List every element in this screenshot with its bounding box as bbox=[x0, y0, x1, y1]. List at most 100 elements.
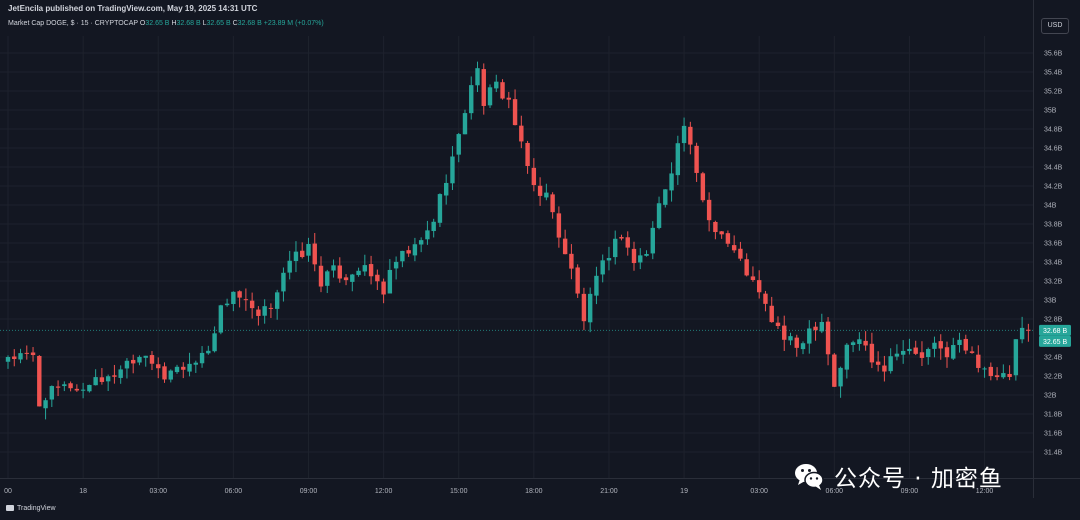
candle-body bbox=[450, 156, 455, 184]
candle-body bbox=[581, 293, 587, 322]
candle-body bbox=[544, 192, 549, 198]
candle-body bbox=[30, 352, 36, 356]
candle-body bbox=[112, 375, 117, 377]
candle-body bbox=[731, 245, 737, 251]
currency-selector[interactable]: USD bbox=[1041, 18, 1069, 34]
candle-body bbox=[525, 142, 530, 166]
candle-body bbox=[531, 167, 537, 186]
time-axis-label: 06:00 bbox=[225, 488, 243, 495]
candle-body bbox=[37, 355, 42, 407]
candle-body bbox=[368, 264, 374, 277]
candle-body bbox=[888, 356, 893, 372]
price-axis-label: 31.6B bbox=[1044, 431, 1063, 438]
candle-body bbox=[1019, 327, 1025, 340]
low-value: 32.65 B bbox=[206, 20, 231, 27]
candle-body bbox=[193, 362, 198, 365]
tradingview-icon bbox=[6, 505, 14, 512]
time-axis-label: 03:00 bbox=[149, 488, 167, 495]
price-axis-label: 32.8B bbox=[1044, 317, 1063, 324]
candle-body bbox=[625, 237, 630, 248]
candle-body bbox=[5, 357, 11, 362]
candle-body bbox=[469, 85, 474, 114]
candle-body bbox=[174, 366, 180, 373]
candle-body bbox=[462, 113, 468, 135]
candle-body bbox=[700, 173, 706, 201]
candle-body bbox=[631, 248, 637, 264]
candle-body bbox=[644, 254, 649, 256]
candle-body bbox=[12, 356, 17, 360]
candle-body bbox=[406, 250, 411, 254]
candle-body bbox=[300, 250, 305, 258]
last-price-tag: 32.68 B bbox=[1043, 328, 1067, 335]
candle-body bbox=[337, 265, 342, 279]
candle-body bbox=[1013, 339, 1019, 376]
price-axis-label: 31.8B bbox=[1044, 412, 1063, 419]
candle-body bbox=[969, 351, 975, 353]
candle-body bbox=[181, 366, 186, 370]
candle-body bbox=[613, 238, 618, 258]
price-axis-label: 34.8B bbox=[1044, 127, 1063, 134]
candle-body bbox=[206, 350, 211, 354]
candle-body bbox=[638, 255, 643, 263]
candle-body bbox=[49, 386, 55, 400]
candle-body bbox=[850, 342, 856, 346]
candle-body bbox=[669, 173, 674, 191]
candle-body bbox=[681, 125, 687, 144]
candle-body bbox=[249, 300, 255, 309]
candle-body bbox=[362, 265, 368, 272]
time-axis-label: 03:00 bbox=[750, 488, 768, 495]
candle-body bbox=[80, 389, 86, 391]
high-value: 32.68 B bbox=[176, 20, 201, 27]
price-axis-label: 32.2B bbox=[1044, 374, 1063, 381]
candle-body bbox=[932, 342, 937, 349]
candle-body bbox=[594, 275, 599, 296]
time-axis-label: 06:00 bbox=[826, 488, 844, 495]
candle-body bbox=[938, 341, 943, 349]
low-label: L bbox=[202, 20, 207, 27]
candle-body bbox=[675, 143, 681, 176]
time-axis-label: 12:00 bbox=[976, 488, 994, 495]
candle-body bbox=[274, 292, 280, 309]
candle-body bbox=[168, 370, 173, 380]
candle-body bbox=[325, 271, 330, 286]
candle-body bbox=[907, 348, 912, 352]
candle-body bbox=[387, 269, 393, 294]
candle-body bbox=[124, 360, 130, 369]
candle-body bbox=[650, 227, 655, 254]
time-axis-label: 12:00 bbox=[375, 488, 393, 495]
candle-body bbox=[18, 353, 23, 360]
time-axis-label: 15:00 bbox=[450, 488, 468, 495]
candle-body bbox=[494, 81, 499, 89]
open-value: 32.65 B bbox=[145, 20, 170, 27]
candle-body bbox=[600, 260, 605, 275]
price-axis-label: 34.2B bbox=[1044, 184, 1063, 191]
candle-body bbox=[926, 349, 931, 358]
candle-body bbox=[606, 258, 612, 261]
candle-body bbox=[894, 353, 900, 357]
symbol-title[interactable]: Market Cap DOGE, $ · 15 · CRYPTOCAP bbox=[8, 20, 138, 27]
tradingview-brand: TradingView bbox=[17, 505, 56, 512]
candle-body bbox=[149, 355, 155, 364]
candle-body bbox=[268, 307, 274, 309]
candle-body bbox=[512, 99, 518, 126]
price-axis-label: 33.4B bbox=[1044, 260, 1063, 267]
candle-body bbox=[400, 250, 405, 262]
price-axis-label: 35.2B bbox=[1044, 89, 1063, 96]
price-axis-label: 32.4B bbox=[1044, 355, 1063, 362]
candle-body bbox=[425, 230, 430, 240]
candle-body bbox=[988, 366, 994, 377]
candle-body bbox=[444, 182, 449, 196]
tradingview-logo[interactable]: TradingView bbox=[6, 505, 56, 512]
candle-body bbox=[231, 291, 236, 305]
candle-body bbox=[769, 305, 774, 323]
candle-body bbox=[68, 383, 73, 389]
candle-body bbox=[87, 384, 92, 392]
candle-body bbox=[131, 359, 136, 364]
candle-body bbox=[256, 309, 261, 316]
candle-body bbox=[994, 375, 1000, 378]
price-axis-label: 35B bbox=[1044, 108, 1057, 115]
candle-body bbox=[957, 339, 962, 345]
candle-body bbox=[506, 97, 511, 100]
candle-body bbox=[281, 272, 286, 292]
